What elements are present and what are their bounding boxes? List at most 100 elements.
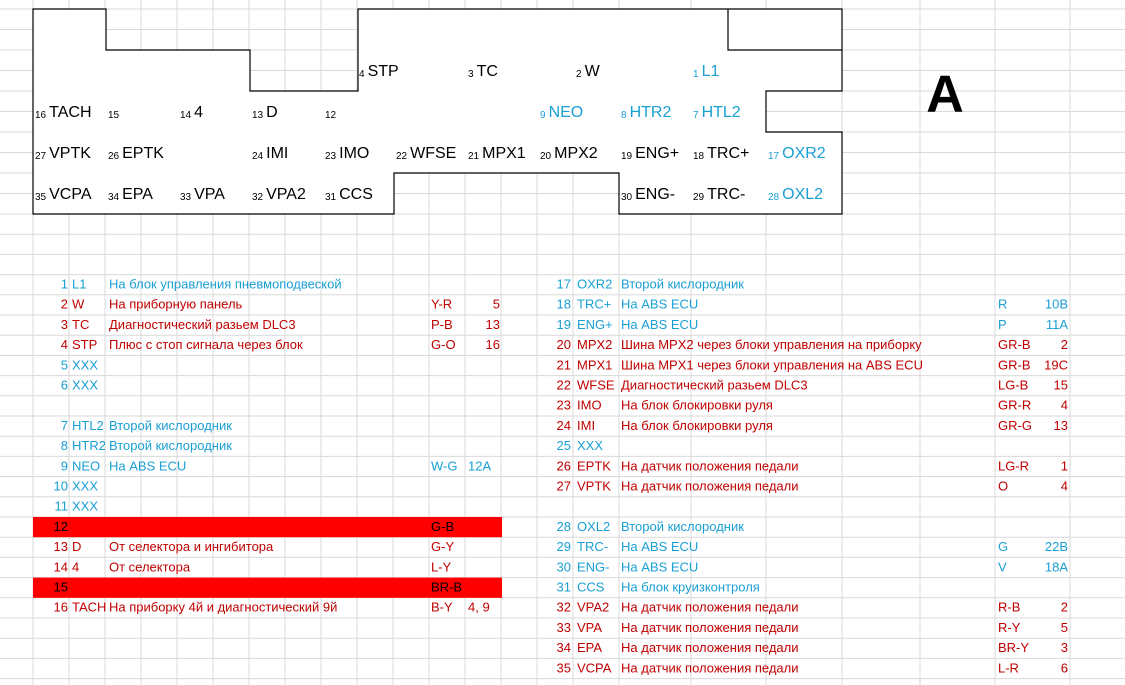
- description: На ABS ECU: [621, 539, 698, 554]
- pin-number: 2: [576, 69, 582, 80]
- description: На блок круизконтроля: [621, 580, 760, 595]
- target-pin: 1: [1061, 458, 1068, 473]
- description: На датчик положения педали: [621, 620, 799, 635]
- pin-label: TACH: [49, 104, 91, 121]
- signal-code: XXX: [72, 499, 98, 514]
- pin-number: 34: [108, 192, 120, 203]
- pin-label: VPA: [194, 186, 225, 203]
- wire-color: V: [998, 559, 1007, 574]
- target-pin: 11A: [1046, 317, 1068, 332]
- pin-number: 21: [468, 151, 480, 162]
- description: Второй кислородник: [621, 277, 744, 292]
- pin-number: 17: [557, 277, 571, 292]
- target-pin: 15: [1054, 378, 1068, 393]
- pin-number: 7: [61, 418, 68, 433]
- wire-color: G-O: [431, 337, 456, 352]
- pin: 34 EPA: [108, 186, 153, 203]
- pin-number: 14: [54, 559, 68, 574]
- pin-number: 9: [61, 458, 68, 473]
- wire-color: P-B: [431, 317, 453, 332]
- signal-code: OXL2: [577, 519, 610, 534]
- pin-label: CCS: [339, 186, 373, 203]
- target-pin: 6: [1061, 660, 1068, 675]
- description: Диагностический разьем DLC3: [109, 317, 296, 332]
- pin-number: 17: [768, 151, 780, 162]
- pin: 32 VPA2: [252, 186, 306, 203]
- target-pin: 10B: [1045, 297, 1068, 312]
- pin-label: NEO: [549, 104, 584, 121]
- pin-label: L1: [702, 63, 720, 80]
- pin-number: 29: [557, 539, 571, 554]
- pin-label: HTR2: [630, 104, 672, 121]
- description: На ABS ECU: [621, 317, 698, 332]
- wire-color: GR-G: [998, 418, 1032, 433]
- pin-number: 33: [557, 620, 571, 635]
- connector-outline: [32, 8, 843, 215]
- wire-color: L-Y: [431, 559, 452, 574]
- pin-label: IMI: [266, 145, 288, 162]
- pin-number: 35: [557, 660, 571, 675]
- signal-code: 4: [72, 559, 79, 574]
- pin: 27 VPTK: [35, 145, 91, 162]
- highlight-row: [33, 577, 502, 598]
- pin-number: 28: [768, 192, 780, 203]
- pin: 8 HTR2: [621, 104, 671, 121]
- target-pin: 5: [1061, 620, 1068, 635]
- pin-label: HTL2: [702, 104, 741, 121]
- description: На датчик положения педали: [621, 600, 799, 615]
- pin-label: EPA: [122, 186, 153, 203]
- target-pin: 4, 9: [468, 600, 490, 615]
- wire-color: BR-B: [431, 580, 462, 595]
- connector-key: [727, 9, 842, 51]
- description: От селектора: [109, 559, 191, 574]
- wire-color: GR-R: [998, 398, 1031, 413]
- signal-code: HTL2: [72, 418, 104, 433]
- pin-number: 15: [108, 110, 120, 121]
- signal-code: MPX2: [577, 337, 612, 352]
- pin-number: 21: [557, 357, 571, 372]
- description: На приборную панель: [109, 297, 243, 312]
- wire-color: Y-R: [431, 297, 452, 312]
- signal-code: VCPA: [577, 660, 612, 675]
- pin: 9 NEO: [540, 104, 583, 121]
- pin-number: 29: [693, 192, 705, 203]
- pin-number: 16: [54, 600, 68, 615]
- pin: 18 TRC+: [693, 145, 749, 162]
- pin-number: 31: [325, 192, 337, 203]
- description: На датчик положения педали: [621, 660, 799, 675]
- wire-color: GR-B: [998, 357, 1031, 372]
- pin-number: 1: [61, 277, 68, 292]
- pin: 19 ENG+: [621, 145, 679, 162]
- target-pin: 16: [486, 337, 500, 352]
- pin-number: 3: [61, 317, 68, 332]
- pin-label: VPTK: [49, 145, 91, 162]
- signal-code: HTR2: [72, 438, 106, 453]
- signal-code: OXR2: [577, 277, 612, 292]
- signal-code: NEO: [72, 458, 100, 473]
- wire-color: G-B: [431, 519, 454, 534]
- pin: 35 VCPA: [35, 186, 92, 203]
- pin-number: 20: [540, 151, 552, 162]
- pin: 21 MPX1: [468, 145, 526, 162]
- pin-number: 27: [557, 479, 571, 494]
- pin-label: ENG-: [635, 186, 675, 203]
- description: Диагностический разьем DLC3: [621, 378, 808, 393]
- description: Шина MPX1 через блоки управления на ABS …: [621, 357, 923, 372]
- pin-label: ENG+: [635, 145, 679, 162]
- pin-number: 9: [540, 110, 546, 121]
- pin-number: 30: [621, 192, 633, 203]
- wire-color: LG-B: [998, 378, 1028, 393]
- pin-number: 23: [557, 398, 571, 413]
- description: На ABS ECU: [621, 559, 698, 574]
- pin-number: 13: [252, 110, 264, 121]
- pin-number: 26: [557, 458, 571, 473]
- pin-number: 27: [35, 151, 47, 162]
- pin-number: 11: [55, 499, 69, 514]
- pin-label: VCPA: [49, 186, 92, 203]
- pin-number: 25: [557, 438, 571, 453]
- pin-number: 31: [557, 580, 571, 595]
- pin-number: 24: [557, 418, 571, 433]
- pin-number: 4: [61, 337, 68, 352]
